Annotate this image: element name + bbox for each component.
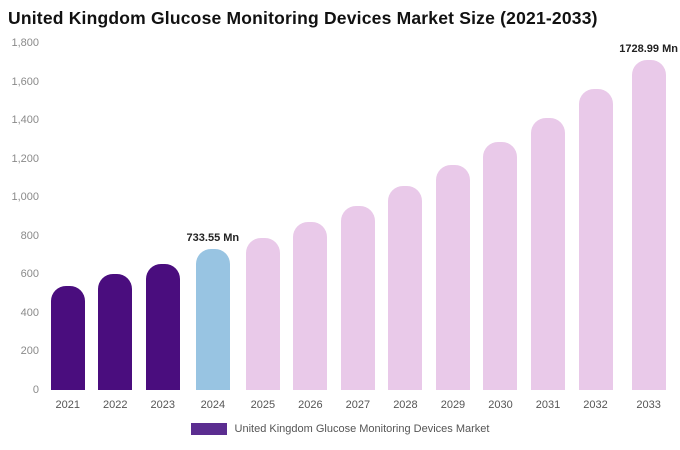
x-axis-label-2023: 2023 bbox=[150, 399, 176, 411]
x-axis-label-2028: 2028 bbox=[393, 399, 418, 411]
bar-slot-2022: 2022 bbox=[92, 43, 140, 411]
bar-2030[interactable] bbox=[483, 142, 518, 390]
y-tick-label: 1,600 bbox=[11, 75, 39, 88]
bar-slot-2031: 2031 bbox=[524, 43, 572, 411]
bar-slot-2030: 2030 bbox=[477, 43, 525, 411]
bar-2027[interactable] bbox=[340, 205, 375, 390]
y-tick-label: 1,000 bbox=[11, 191, 39, 204]
bar-slot-2028: 2028 bbox=[382, 43, 430, 411]
legend: United Kingdom Glucose Monitoring Device… bbox=[0, 423, 680, 435]
bar-slot-2026: 2026 bbox=[287, 43, 335, 411]
bar-2032[interactable] bbox=[578, 88, 613, 390]
y-tick-label: 1,800 bbox=[11, 37, 39, 49]
bar-2031[interactable] bbox=[530, 117, 565, 390]
data-label-2033: 1728.99 Mn bbox=[619, 43, 678, 55]
chart-title: United Kingdom Glucose Monitoring Device… bbox=[8, 8, 598, 28]
bar-2023[interactable] bbox=[145, 263, 180, 390]
bar-2021[interactable] bbox=[50, 285, 85, 390]
x-axis-label-2032: 2032 bbox=[583, 399, 608, 411]
x-axis-label-2030: 2030 bbox=[488, 399, 513, 411]
bar-2025[interactable] bbox=[245, 237, 280, 390]
bar-2029[interactable] bbox=[435, 164, 470, 390]
bar-2028[interactable] bbox=[388, 186, 423, 390]
y-tick-label: 200 bbox=[20, 345, 39, 358]
bar-slot-2023: 2023 bbox=[139, 43, 187, 411]
x-axis-label-2029: 2029 bbox=[440, 399, 466, 411]
x-axis-label-2026: 2026 bbox=[298, 399, 323, 411]
y-tick-label: 400 bbox=[20, 306, 39, 319]
bar-slot-2032: 2032 bbox=[572, 43, 620, 411]
y-tick-label: 1,200 bbox=[11, 152, 39, 165]
data-label-2024: 733.55 Mn bbox=[186, 231, 240, 244]
x-axis-label-2031: 2031 bbox=[535, 399, 561, 411]
bar-2033[interactable] bbox=[631, 60, 666, 390]
bar-slot-2024: 733.55 Mn 2024 bbox=[186, 43, 240, 411]
x-axis-label-2033: 2033 bbox=[636, 399, 661, 411]
plot-area: 2021 2022 2023 733.55 Mn 2024 2025 2026 2027 202… bbox=[42, 43, 680, 411]
bar-2026[interactable] bbox=[293, 221, 328, 390]
y-tick-label: 0 bbox=[32, 384, 39, 396]
y-tick-label: 1,400 bbox=[11, 114, 39, 127]
y-tick-label: 800 bbox=[20, 229, 39, 242]
bar-slot-2029: 2029 bbox=[429, 43, 477, 411]
x-axis-label-2021: 2021 bbox=[55, 399, 80, 411]
legend-swatch bbox=[190, 423, 227, 435]
x-axis-label-2022: 2022 bbox=[103, 399, 128, 411]
bar-2024[interactable] bbox=[195, 248, 230, 390]
chart-area: 0 200 400 600 800 1,000 1,200 1,400 1,600 1,800 2… bbox=[8, 37, 680, 411]
legend-label: United Kingdom Glucose Monitoring Device… bbox=[234, 423, 490, 435]
bar-slot-2021: 2021 bbox=[44, 43, 92, 411]
y-axis: 0 200 400 600 800 1,000 1,200 1,400 1,600 1,800 bbox=[8, 37, 42, 396]
bar-2022[interactable] bbox=[98, 274, 133, 390]
x-axis-label-2027: 2027 bbox=[345, 399, 371, 411]
bar-slot-2025: 2025 bbox=[239, 43, 287, 411]
x-axis-label-2025: 2025 bbox=[250, 399, 276, 411]
bar-slot-2027: 2027 bbox=[334, 43, 382, 411]
bar-slot-2033: 1728.99 Mn 2033 bbox=[619, 43, 678, 411]
y-tick-label: 600 bbox=[20, 268, 39, 281]
x-axis-label-2024: 2024 bbox=[200, 399, 226, 411]
